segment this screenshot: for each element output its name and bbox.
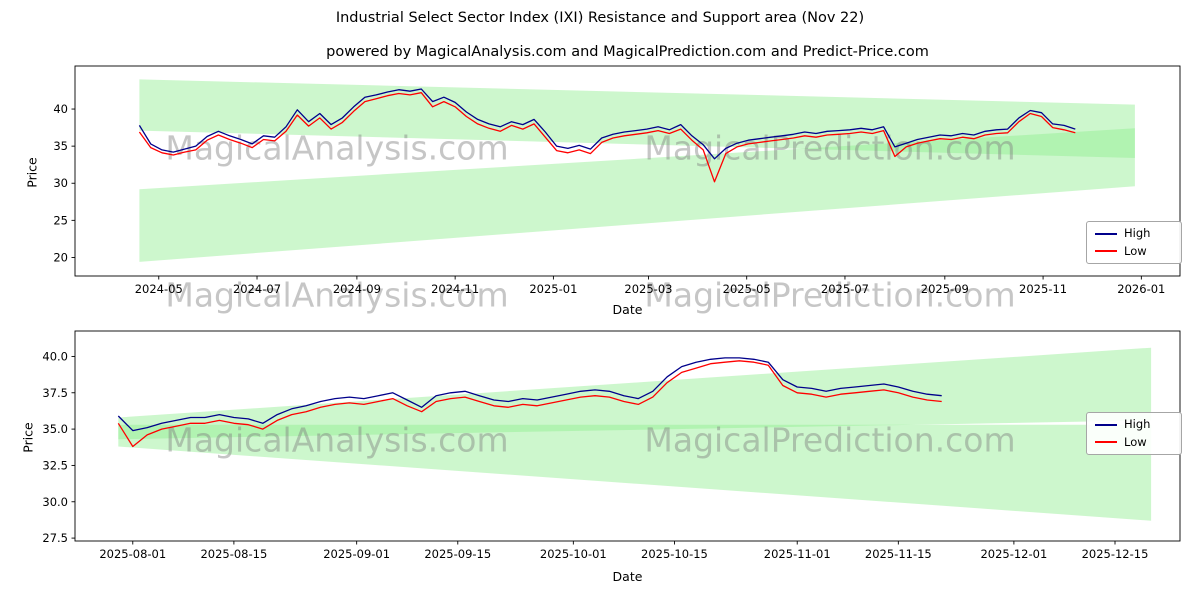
y-tick-label: 40.0	[42, 349, 68, 363]
chart0-x-axis: 2024-05 2024-07 2024-09 2024-11 2025-01 2025-…	[135, 276, 1165, 296]
x-tick-label: 2025-09-01	[323, 547, 390, 561]
x-tick-label: 2025-08-01	[99, 547, 166, 561]
watermark-text: MagicalAnalysis.com	[165, 129, 508, 168]
chart0-spines	[74, 65, 1181, 277]
y-tick-label: 20	[53, 250, 68, 264]
x-tick-label: 2025-12-15	[1082, 547, 1149, 561]
chart0-y-axis: 20 25 30 35 40	[53, 102, 75, 264]
x-tick-label: 2024-07	[233, 282, 281, 296]
y-tick-label: 27.5	[42, 531, 68, 545]
legend-entry-low: Low	[1095, 243, 1173, 258]
x-tick-label: 2025-08-15	[200, 547, 267, 561]
x-tick-label: 2024-05	[135, 282, 183, 296]
chart1-x-axis: 2025-08-01 2025-08-15 2025-09-01 2025-09-15…	[99, 541, 1148, 561]
x-tick-label: 2025-03	[624, 282, 672, 296]
high-line-sample	[1095, 423, 1117, 426]
y-tick-label: 35.0	[42, 422, 68, 436]
y-tick-label: 35	[53, 139, 68, 153]
watermark-text: MagicalPrediction.com	[644, 276, 1015, 315]
x-tick-label: 2025-11-15	[865, 547, 932, 561]
chart1-y-axis: 27.5 30.0 32.5 35.0 37.5 40.0	[42, 349, 75, 545]
chart0-bands	[139, 79, 1135, 262]
chart1-band	[118, 424, 1152, 521]
low-line-sample	[1095, 250, 1117, 253]
high-line-sample	[1095, 232, 1117, 235]
y-tick-label: 40	[53, 102, 68, 116]
chart0-low-line	[138, 92, 1076, 183]
x-tick-label: 2026-01	[1117, 282, 1165, 296]
legend-top: High Low	[1086, 221, 1182, 264]
chart1-high-line	[117, 357, 942, 432]
x-tick-label: 2025-09-15	[424, 547, 491, 561]
x-tick-label: 2025-09	[921, 282, 969, 296]
bottom-chart-x-axis-label: Date	[612, 569, 643, 584]
legend-label-low: Low	[1124, 434, 1147, 449]
y-tick-label: 30.0	[42, 495, 68, 509]
x-tick-label: 2025-10-15	[641, 547, 708, 561]
legend-entry-low: Low	[1095, 434, 1173, 449]
legend-bottom: High Low	[1086, 412, 1182, 455]
legend-entry-high: High	[1095, 417, 1173, 431]
legend-label-high: High	[1124, 417, 1151, 431]
y-tick-label: 37.5	[42, 386, 68, 400]
chart0-band	[139, 79, 1135, 158]
watermark-text: MagicalAnalysis.com	[165, 276, 508, 315]
legend-label-low: Low	[1124, 243, 1147, 258]
x-tick-label: 2024-11	[431, 282, 479, 296]
chart0-high-line	[138, 88, 1076, 160]
top-chart-x-axis-label: Date	[612, 302, 643, 317]
low-line-sample	[1095, 441, 1117, 444]
page-subtitle: powered by MagicalAnalysis.com and Magic…	[326, 44, 929, 60]
watermark-text: MagicalAnalysis.com	[165, 421, 508, 460]
page-title: Industrial Select Sector Index (IXI) Res…	[335, 10, 865, 26]
chart1-bands	[118, 347, 1152, 521]
legend-entry-high: High	[1095, 226, 1173, 240]
legend-label-high: High	[1124, 226, 1151, 240]
x-tick-label: 2025-01	[529, 282, 577, 296]
bottom-chart-y-axis-label: Price	[20, 422, 36, 453]
top-chart-y-axis-label: Price	[24, 157, 40, 188]
x-tick-label: 2025-11	[1019, 282, 1067, 296]
y-tick-label: 25	[53, 213, 68, 227]
x-tick-label: 2025-07	[821, 282, 869, 296]
x-tick-label: 2025-10-01	[540, 547, 607, 561]
watermark-text: MagicalPrediction.com	[644, 421, 1015, 460]
chart1-low-line	[117, 360, 942, 448]
y-tick-label: 32.5	[42, 458, 68, 472]
x-tick-label: 2025-12-01	[980, 547, 1047, 561]
x-tick-label: 2024-09	[333, 282, 381, 296]
chart1-band	[118, 347, 1152, 440]
y-tick-label: 30	[53, 176, 68, 190]
chart0-band	[139, 128, 1135, 262]
x-tick-label: 2025-11-01	[764, 547, 831, 561]
x-tick-label: 2025-05	[723, 282, 771, 296]
